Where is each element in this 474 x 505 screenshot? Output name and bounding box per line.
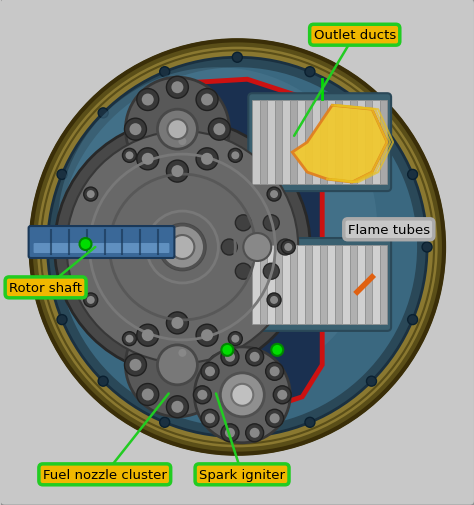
Circle shape	[265, 410, 283, 427]
Circle shape	[270, 296, 278, 305]
FancyBboxPatch shape	[267, 245, 275, 324]
FancyBboxPatch shape	[282, 245, 290, 324]
Circle shape	[267, 188, 281, 201]
Circle shape	[221, 348, 239, 366]
FancyBboxPatch shape	[335, 245, 342, 324]
FancyBboxPatch shape	[260, 245, 267, 324]
Circle shape	[366, 109, 376, 119]
Text: Flame tubes: Flame tubes	[348, 223, 430, 236]
Circle shape	[235, 215, 251, 231]
Circle shape	[166, 312, 188, 334]
Circle shape	[228, 149, 242, 163]
FancyBboxPatch shape	[248, 94, 391, 192]
Circle shape	[196, 89, 218, 111]
Circle shape	[57, 315, 67, 325]
FancyBboxPatch shape	[319, 245, 327, 324]
Circle shape	[178, 138, 186, 146]
Circle shape	[243, 234, 271, 262]
Circle shape	[55, 120, 310, 375]
Circle shape	[137, 384, 159, 406]
Circle shape	[270, 367, 280, 377]
Circle shape	[193, 386, 211, 404]
FancyBboxPatch shape	[260, 101, 267, 185]
FancyBboxPatch shape	[327, 245, 335, 324]
FancyBboxPatch shape	[365, 245, 372, 324]
Circle shape	[273, 386, 291, 404]
Circle shape	[157, 110, 197, 150]
Circle shape	[66, 132, 298, 363]
Circle shape	[196, 325, 218, 346]
FancyBboxPatch shape	[28, 227, 174, 259]
Circle shape	[171, 235, 194, 260]
Circle shape	[231, 384, 253, 406]
Circle shape	[201, 410, 219, 427]
Circle shape	[201, 363, 219, 381]
Circle shape	[43, 242, 53, 252]
Circle shape	[196, 384, 218, 406]
FancyBboxPatch shape	[372, 101, 380, 185]
Circle shape	[47, 58, 427, 437]
Circle shape	[172, 401, 183, 413]
Circle shape	[38, 49, 436, 446]
Circle shape	[98, 109, 108, 119]
Circle shape	[98, 376, 108, 386]
Circle shape	[84, 293, 98, 308]
Circle shape	[201, 94, 213, 106]
Circle shape	[142, 94, 154, 106]
Circle shape	[57, 170, 67, 180]
FancyBboxPatch shape	[357, 101, 365, 185]
FancyBboxPatch shape	[312, 101, 319, 185]
Circle shape	[232, 432, 242, 442]
Circle shape	[201, 389, 213, 400]
Circle shape	[122, 149, 137, 163]
FancyBboxPatch shape	[312, 245, 319, 324]
Polygon shape	[128, 80, 322, 415]
Polygon shape	[292, 106, 387, 183]
Circle shape	[157, 345, 197, 385]
Circle shape	[175, 346, 190, 360]
FancyBboxPatch shape	[252, 245, 260, 324]
Circle shape	[205, 367, 215, 377]
Circle shape	[87, 296, 95, 305]
Circle shape	[221, 424, 239, 442]
FancyBboxPatch shape	[335, 101, 342, 185]
Circle shape	[221, 239, 237, 256]
FancyBboxPatch shape	[372, 245, 380, 324]
Circle shape	[142, 389, 154, 400]
Circle shape	[126, 335, 134, 343]
Circle shape	[166, 77, 188, 99]
FancyBboxPatch shape	[319, 101, 327, 185]
Circle shape	[175, 135, 190, 149]
Circle shape	[231, 152, 239, 160]
Circle shape	[213, 124, 225, 136]
Circle shape	[172, 82, 183, 94]
Text: Fuel nozzle cluster: Fuel nozzle cluster	[43, 468, 167, 481]
FancyBboxPatch shape	[342, 245, 350, 324]
FancyBboxPatch shape	[305, 101, 312, 185]
FancyBboxPatch shape	[305, 245, 312, 324]
FancyBboxPatch shape	[290, 245, 297, 324]
Circle shape	[267, 293, 281, 308]
Circle shape	[225, 428, 235, 438]
Circle shape	[137, 89, 159, 111]
Circle shape	[408, 315, 418, 325]
Circle shape	[178, 349, 186, 357]
FancyBboxPatch shape	[252, 101, 260, 185]
FancyBboxPatch shape	[380, 101, 387, 185]
FancyBboxPatch shape	[282, 101, 290, 185]
Circle shape	[126, 313, 229, 417]
Circle shape	[129, 359, 141, 371]
Circle shape	[232, 53, 242, 63]
FancyBboxPatch shape	[342, 101, 350, 185]
Circle shape	[57, 68, 417, 427]
FancyBboxPatch shape	[290, 101, 297, 185]
Text: Rotor shaft: Rotor shaft	[9, 281, 82, 294]
Circle shape	[126, 78, 229, 182]
Circle shape	[225, 352, 235, 362]
Circle shape	[366, 376, 376, 386]
FancyBboxPatch shape	[275, 245, 282, 324]
Circle shape	[36, 46, 439, 449]
Circle shape	[125, 119, 146, 141]
FancyBboxPatch shape	[248, 238, 391, 331]
